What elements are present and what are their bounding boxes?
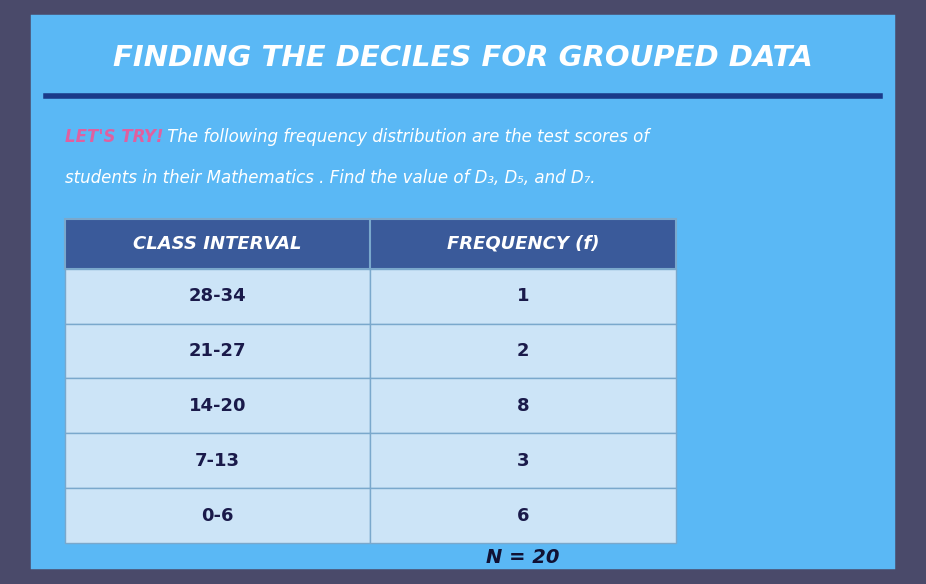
Text: 3: 3 [517,452,530,470]
Bar [370,324,676,378]
Text: FINDING THE DECILES FOR GROUPED DATA: FINDING THE DECILES FOR GROUPED DATA [113,44,813,72]
FancyBboxPatch shape [28,12,898,572]
Bar [65,324,370,378]
Bar [65,219,676,269]
Text: CLASS INTERVAL: CLASS INTERVAL [133,235,302,253]
Text: 1: 1 [517,287,530,305]
Text: The following frequency distribution are the test scores of: The following frequency distribution are… [162,128,649,146]
Bar [65,433,370,488]
Text: 0-6: 0-6 [201,507,234,524]
Bar [65,269,370,324]
Bar [65,378,370,433]
Text: 8: 8 [517,397,530,415]
Text: 2: 2 [517,342,530,360]
Text: 6: 6 [517,507,530,524]
Bar [370,488,676,543]
Text: students in their Mathematics . Find the value of D₃, D₅, and D₇.: students in their Mathematics . Find the… [65,169,595,187]
Text: 28-34: 28-34 [189,287,246,305]
Text: FREQUENCY (f): FREQUENCY (f) [447,235,599,253]
Text: LET'S TRY!: LET'S TRY! [65,128,163,146]
Text: N = 20: N = 20 [486,548,560,567]
Bar [370,269,676,324]
Bar [65,488,370,543]
Bar [370,433,676,488]
Bar [370,378,676,433]
Text: 21-27: 21-27 [189,342,246,360]
Text: 14-20: 14-20 [189,397,246,415]
Text: 7-13: 7-13 [195,452,240,470]
